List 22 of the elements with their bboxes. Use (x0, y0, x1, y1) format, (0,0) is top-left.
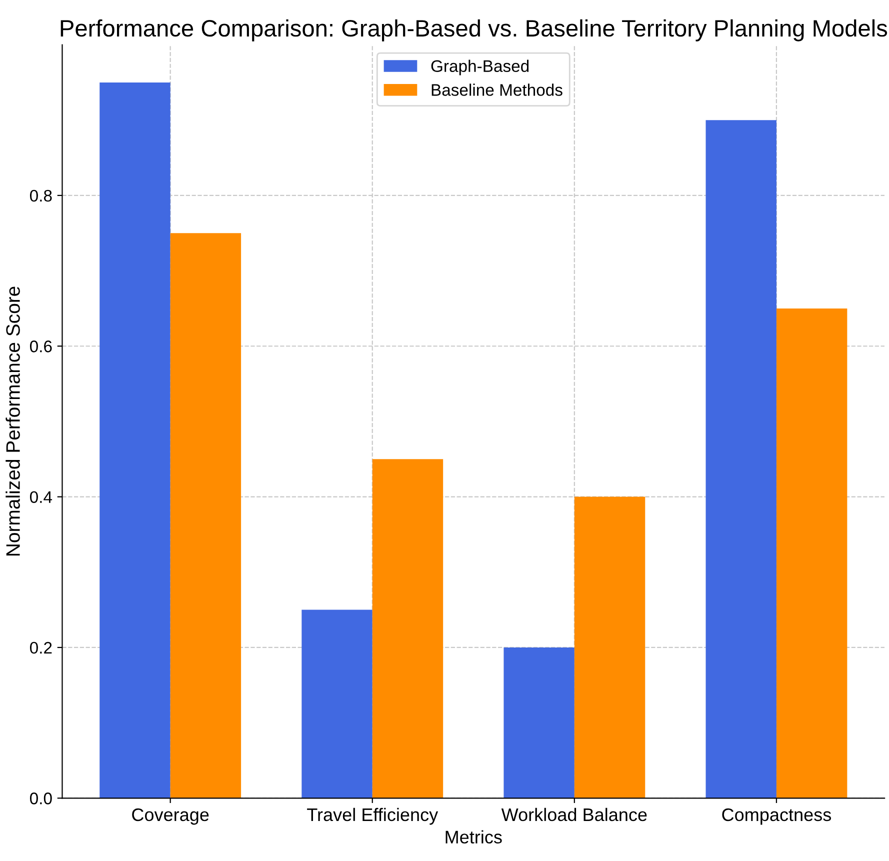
y-tick-label: 0.8 (30, 190, 52, 202)
x-tick-label: Coverage (132, 808, 209, 825)
y-tick-label: 0.4 (30, 491, 52, 503)
bar (776, 308, 848, 798)
bar (574, 496, 646, 798)
chart-title: Performance Comparison: Graph-Based vs. Baseline Territory Planning Models (60, 19, 888, 42)
legend-label: Baseline Methods (432, 84, 562, 96)
x-axis-title: Metrics (446, 830, 502, 844)
y-tick-label: 0.0 (30, 792, 52, 804)
bar (100, 82, 170, 798)
x-tick-label: Travel Efficiency (307, 808, 438, 825)
x-tick-label: Workload Balance (501, 808, 647, 822)
bar (372, 459, 444, 798)
bar (302, 610, 372, 798)
legend-label: Graph-Based (431, 60, 529, 76)
y-axis-title: Normalized Performance Score (6, 286, 20, 556)
bar (504, 647, 574, 798)
bar (706, 120, 776, 798)
bar (170, 233, 242, 798)
y-tick-label: 0.2 (30, 642, 52, 654)
x-tick-label: Compactness (722, 808, 832, 825)
y-tick-label: 0.6 (30, 340, 52, 352)
